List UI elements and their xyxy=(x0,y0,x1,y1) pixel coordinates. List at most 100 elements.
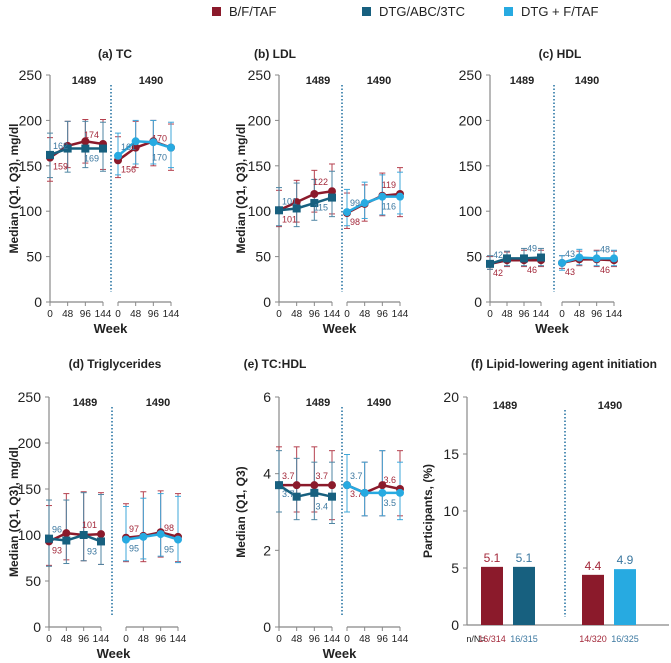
x-tick-label: 48 xyxy=(291,309,303,320)
data-point-circle xyxy=(378,488,387,497)
x-tick-label: 0 xyxy=(487,309,493,320)
data-point-circle xyxy=(558,258,566,267)
y-tick-label: 200 xyxy=(248,112,272,128)
data-label: 99 xyxy=(350,198,360,208)
panel-f: (f) Lipid-lowering agent initiation 0 5 10 1… xyxy=(421,357,669,644)
y-tick-label: 50 xyxy=(26,249,42,265)
series-line xyxy=(278,196,333,212)
y-tick-label: 15 xyxy=(443,446,459,462)
data-label: 116 xyxy=(382,202,396,212)
series-line xyxy=(346,484,400,495)
legend: B/F/TAF DTG/ABC/3TC DTG + F/TAF xyxy=(0,2,671,22)
x-tick-label: 96 xyxy=(591,309,603,320)
bar-nN-label: 14/320 xyxy=(579,634,607,644)
data-point-circle xyxy=(343,208,351,217)
y-tick-label: 100 xyxy=(19,203,43,219)
data-point-square xyxy=(520,254,528,263)
data-point-circle xyxy=(292,198,301,207)
data-point-circle xyxy=(292,481,301,490)
data-point-circle xyxy=(378,192,387,201)
y-tick-label: 0 xyxy=(451,617,459,633)
legend-label: DTG + F/TAF xyxy=(521,4,599,19)
data-point-circle xyxy=(149,138,158,147)
x-tick-label: 144 xyxy=(324,309,341,320)
data-point-square xyxy=(46,150,54,159)
panel-title: (d) Triglycerides xyxy=(69,357,162,371)
legend-swatch-dtg-abc-3tc xyxy=(362,7,371,16)
y-tick-label: 150 xyxy=(18,481,42,497)
series-line xyxy=(48,533,102,543)
x-tick-label: 0 xyxy=(276,309,282,320)
y-tick-label: 4 xyxy=(263,466,271,482)
data-label: 3.7 xyxy=(282,471,295,481)
y-tick-label: 20 xyxy=(443,389,459,405)
data-label: 119 xyxy=(382,180,396,190)
series-line xyxy=(278,189,333,212)
data-label: 170 xyxy=(152,153,167,163)
data-point-circle xyxy=(167,143,175,152)
y-tick-label: 2 xyxy=(263,542,271,558)
data-point-square xyxy=(486,259,494,268)
x-tick-label: 144 xyxy=(170,634,187,645)
data-point-square xyxy=(328,193,336,202)
y-tick-label: 0 xyxy=(474,294,482,310)
data-label: 174 xyxy=(84,130,99,140)
y-tick-label: 100 xyxy=(248,203,272,219)
data-point-square xyxy=(97,537,105,546)
x-tick-label: 96 xyxy=(309,309,321,320)
series-line xyxy=(125,530,179,540)
y-axis-label: Median (Q1, Q3) xyxy=(234,466,248,557)
data-point-square xyxy=(62,536,71,545)
series-line xyxy=(48,531,102,543)
data-point-circle xyxy=(62,529,71,538)
legend-item-bftaf: B/F/TAF xyxy=(212,4,276,19)
series-line xyxy=(49,147,103,157)
data-label: 93 xyxy=(87,546,97,556)
data-point-circle xyxy=(360,199,369,208)
x-axis-label: Week xyxy=(97,646,131,661)
y-tick-label: 10 xyxy=(443,503,459,519)
y-tick-label: 100 xyxy=(459,203,483,219)
study-label: 1490 xyxy=(367,75,391,87)
data-label: 156 xyxy=(121,164,136,174)
data-point-square xyxy=(310,199,319,208)
data-label: 115 xyxy=(314,203,328,213)
x-tick-label: 48 xyxy=(359,309,371,320)
study-label: 1489 xyxy=(73,397,97,409)
bar-nN-label: 16/314 xyxy=(478,634,506,644)
panel-title: (b) LDL xyxy=(254,47,296,61)
data-label: 170 xyxy=(152,134,167,144)
x-tick-label: 48 xyxy=(574,309,586,320)
y-tick-label: 250 xyxy=(248,67,272,83)
data-point-circle xyxy=(360,488,369,497)
bar-value-label: 4.4 xyxy=(585,559,602,573)
panel-title: (f) Lipid-lowering agent initiation xyxy=(471,357,657,371)
study-label: 1489 xyxy=(510,75,534,87)
data-point-circle xyxy=(97,530,105,539)
data-point-circle xyxy=(131,137,140,146)
nN-label: n/N= xyxy=(466,634,485,644)
data-point-circle xyxy=(122,535,130,544)
data-point-circle xyxy=(575,253,584,262)
x-tick-label: 96 xyxy=(78,634,90,645)
data-label: 3.7 xyxy=(282,489,295,499)
data-point-circle xyxy=(114,151,122,160)
data-point-circle xyxy=(592,254,601,263)
x-tick-label: 0 xyxy=(47,309,53,320)
data-label: 101 xyxy=(282,214,297,224)
x-tick-label: 0 xyxy=(344,309,350,320)
x-tick-label: 144 xyxy=(163,309,180,320)
data-point-square xyxy=(63,144,72,153)
legend-label: DTG/ABC/3TC xyxy=(379,4,465,19)
data-label: 97 xyxy=(129,524,139,534)
data-label: 3.7 xyxy=(350,489,363,499)
bar xyxy=(513,566,535,625)
bar-value-label: 5.1 xyxy=(484,551,501,565)
data-label: 98 xyxy=(164,523,174,533)
y-tick-label: 250 xyxy=(18,389,42,405)
data-point-circle xyxy=(343,481,351,490)
study-label: 1489 xyxy=(493,400,517,412)
data-point-circle xyxy=(378,481,387,490)
y-tick-label: 200 xyxy=(18,435,42,451)
data-label: 46 xyxy=(600,265,610,275)
